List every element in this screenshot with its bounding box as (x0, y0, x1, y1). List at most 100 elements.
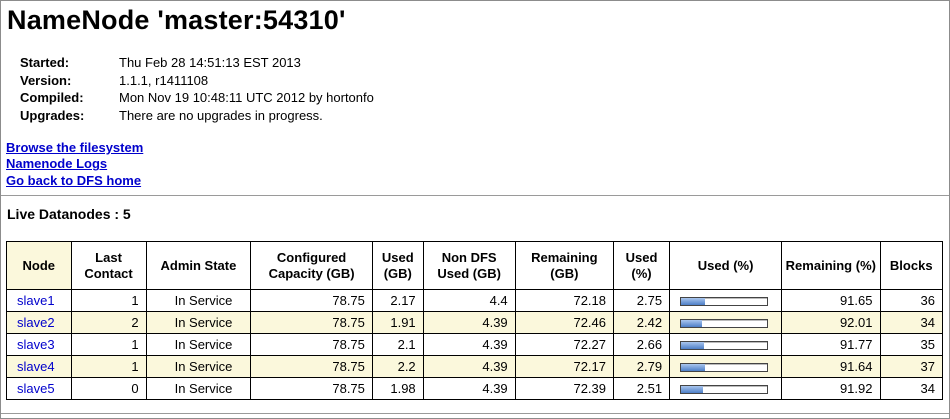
used-pct-cell: 2.75 (613, 289, 671, 312)
used-gb-cell: 1.98 (371, 377, 424, 400)
table-row: slave1 1 In Service 78.75 2.17 4.4 72.18… (6, 289, 943, 312)
remaining-pct-cell: 91.77 (781, 333, 881, 356)
usage-bar-fill (681, 298, 705, 306)
col-admin-state[interactable]: Admin State (145, 241, 252, 290)
used-bar-cell (669, 289, 783, 312)
used-bar-cell (669, 311, 783, 334)
info-value: There are no upgrades in progress. (119, 107, 323, 123)
remaining-gb-cell: 72.46 (514, 311, 615, 334)
datanodes-table: Node Last Contact Admin State Configured… (6, 241, 943, 400)
table-row: slave5 0 In Service 78.75 1.98 4.39 72.3… (6, 377, 943, 400)
node-link[interactable]: slave2 (17, 315, 55, 330)
admin-state-cell: In Service (145, 311, 252, 334)
node-link[interactable]: slave5 (17, 381, 55, 396)
col-used-gb[interactable]: Used (GB) (371, 241, 424, 290)
namenode-info: Started: Thu Feb 28 14:51:13 EST 2013 Ve… (20, 54, 374, 124)
blocks-cell: 34 (879, 311, 943, 334)
admin-state-cell: In Service (145, 377, 252, 400)
info-value: Mon Nov 19 10:48:11 UTC 2012 by hortonfo (119, 90, 374, 106)
table-row: slave4 1 In Service 78.75 2.2 4.39 72.17… (6, 355, 943, 378)
remaining-pct-cell: 91.64 (781, 355, 881, 378)
used-gb-cell: 2.1 (371, 333, 424, 356)
remaining-pct-cell: 92.01 (781, 311, 881, 334)
used-gb-cell: 1.91 (371, 311, 424, 334)
used-gb-cell: 2.2 (371, 355, 424, 378)
last-contact-cell: 0 (70, 377, 147, 400)
col-non-dfs-used[interactable]: Non DFS Used (GB) (422, 241, 516, 290)
non-dfs-cell: 4.39 (422, 377, 516, 400)
used-bar-cell (669, 333, 783, 356)
usage-progress-bar (680, 341, 769, 351)
usage-bar-fill (681, 342, 704, 350)
col-blocks[interactable]: Blocks (879, 241, 943, 290)
info-row-compiled: Compiled: Mon Nov 19 10:48:11 UTC 2012 b… (20, 89, 374, 107)
remaining-gb-cell: 72.17 (514, 355, 615, 378)
col-used-bar[interactable]: Used (%) (669, 241, 783, 290)
admin-state-cell: In Service (145, 355, 252, 378)
used-pct-cell: 2.79 (613, 355, 671, 378)
info-label: Version: (20, 72, 72, 88)
non-dfs-cell: 4.39 (422, 355, 516, 378)
used-bar-cell (669, 377, 783, 400)
node-link[interactable]: slave3 (17, 337, 55, 352)
used-pct-cell: 2.66 (613, 333, 671, 356)
last-contact-cell: 1 (70, 355, 147, 378)
col-configured-capacity[interactable]: Configured Capacity (GB) (250, 241, 373, 290)
col-remaining-gb[interactable]: Remaining (GB) (514, 241, 615, 290)
usage-bar-fill (681, 364, 706, 372)
info-value: 1.1.1, r1411108 (119, 72, 209, 88)
last-contact-cell: 1 (70, 333, 147, 356)
usage-progress-bar (680, 385, 769, 395)
last-contact-cell: 2 (70, 311, 147, 334)
non-dfs-cell: 4.39 (422, 333, 516, 356)
remaining-pct-cell: 91.92 (781, 377, 881, 400)
node-link[interactable]: slave1 (17, 293, 55, 308)
used-pct-cell: 2.51 (613, 377, 671, 400)
blocks-cell: 35 (879, 333, 943, 356)
remaining-gb-cell: 72.18 (514, 289, 615, 312)
node-cell: slave1 (6, 289, 72, 312)
table-row: slave2 2 In Service 78.75 1.91 4.39 72.4… (6, 311, 943, 334)
col-remaining-pct[interactable]: Remaining (%) (781, 241, 881, 290)
divider (1, 413, 949, 414)
usage-bar-fill (681, 386, 703, 394)
configured-cell: 78.75 (250, 377, 373, 400)
blocks-cell: 37 (879, 355, 943, 378)
used-bar-cell (669, 355, 783, 378)
info-label: Compiled: (20, 90, 84, 106)
col-used-pct[interactable]: Used (%) (613, 241, 671, 290)
browse-filesystem-link[interactable]: Browse the filesystem (6, 140, 144, 155)
node-cell: slave2 (6, 311, 72, 334)
table-header-row: Node Last Contact Admin State Configured… (6, 241, 943, 290)
non-dfs-cell: 4.4 (422, 289, 516, 312)
configured-cell: 78.75 (250, 355, 373, 378)
used-pct-cell: 2.42 (613, 311, 671, 334)
table-row: slave3 1 In Service 78.75 2.1 4.39 72.27… (6, 333, 943, 356)
remaining-gb-cell: 72.39 (514, 377, 615, 400)
admin-state-cell: In Service (145, 333, 252, 356)
info-row-upgrades: Upgrades: There are no upgrades in progr… (20, 107, 374, 125)
info-label: Upgrades: (20, 107, 85, 123)
usage-progress-bar (680, 297, 769, 307)
admin-state-cell: In Service (145, 289, 252, 312)
info-label: Started: (20, 55, 70, 71)
info-row-version: Version: 1.1.1, r1411108 (20, 72, 374, 90)
col-last-contact[interactable]: Last Contact (70, 241, 147, 290)
node-cell: slave4 (6, 355, 72, 378)
configured-cell: 78.75 (250, 333, 373, 356)
node-cell: slave5 (6, 377, 72, 400)
live-datanodes-heading: Live Datanodes : 5 (7, 206, 131, 222)
info-row-started: Started: Thu Feb 28 14:51:13 EST 2013 (20, 54, 374, 72)
last-contact-cell: 1 (70, 289, 147, 312)
configured-cell: 78.75 (250, 289, 373, 312)
dfs-home-link[interactable]: Go back to DFS home (6, 172, 142, 188)
divider (1, 195, 949, 196)
usage-bar-fill (681, 320, 702, 328)
usage-progress-bar (680, 363, 769, 373)
node-link[interactable]: slave4 (17, 359, 55, 374)
non-dfs-cell: 4.39 (422, 311, 516, 334)
namenode-logs-link[interactable]: Namenode Logs (6, 156, 108, 172)
blocks-cell: 36 (879, 289, 943, 312)
col-node[interactable]: Node (6, 241, 72, 290)
remaining-pct-cell: 91.65 (781, 289, 881, 312)
